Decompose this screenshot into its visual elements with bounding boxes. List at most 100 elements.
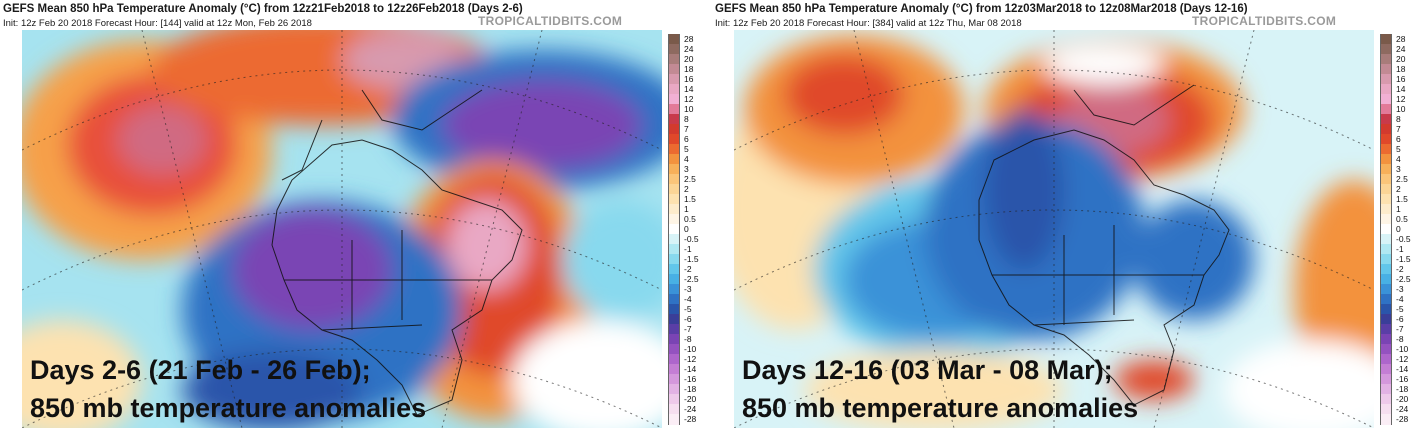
colorbar-swatch [668,264,680,275]
colorbar-swatch [1380,404,1392,415]
colorbar-tick-label: 6 [1396,133,1401,144]
colorbar-tick-label: -8 [684,333,692,344]
colorbar-tick-label: -3 [1396,283,1404,294]
colorbar-swatch [668,134,680,145]
colorbar-tick-label: 18 [684,63,694,74]
colorbar-swatch [668,214,680,225]
colorbar-swatch [1380,44,1392,55]
colorbar-tick-label: 7 [1396,123,1401,134]
colorbar-swatch [1380,144,1392,155]
colorbar-swatch [668,224,680,235]
colorbar-tick-label: -10 [684,343,697,354]
colorbar-tick-label: -20 [684,393,697,404]
colorbar-swatch [1380,194,1392,205]
colorbar-swatch [1380,374,1392,385]
colorbar-tick-label: 5 [1396,143,1401,154]
colorbar-swatch [1380,154,1392,165]
colorbar-swatch [668,174,680,185]
colorbar-tick-label: 2 [684,183,689,194]
overlay-caption-variable: 850 mb temperature anomalies [30,393,427,423]
colorbar-tick-label: 10 [1396,103,1406,114]
left-panel: GEFS Mean 850 hPa Temperature Anomaly (°… [0,0,700,442]
panel-title: GEFS Mean 850 hPa Temperature Anomaly (°… [715,3,1248,15]
colorbar-tick-label: -12 [684,353,697,364]
overlay-caption-variable: 850 mb temperature anomalies [742,393,1139,423]
colorbar-swatch [668,184,680,195]
anomaly-map-graphic [22,30,662,428]
colorbar-swatch [1380,274,1392,285]
colorbar-tick-label: 16 [684,73,694,84]
colorbar-swatch [668,104,680,115]
colorbar-tick-label: 4 [684,153,689,164]
colorbar-tick-label: -6 [684,313,692,324]
colorbar-swatch [668,344,680,355]
colorbar-swatch [668,54,680,65]
colorbar-tick-label: 6 [684,133,689,144]
colorbar-tick-label: -1.5 [1396,253,1411,264]
colorbar-tick-label: 28 [684,33,694,44]
colorbar-tick-label: 2.5 [684,173,696,184]
colorbar-swatch [668,414,680,425]
colorbar-swatch [1380,294,1392,305]
colorbar-tick-label: -1 [1396,243,1404,254]
colorbar-tick-label: 7 [684,123,689,134]
colorbar-tick-label: -7 [684,323,692,334]
colorbar-tick-label: 20 [684,53,694,64]
colorbar-tick-label: 2 [1396,183,1401,194]
colorbar-swatch [1380,414,1392,425]
colorbar-swatch [1380,114,1392,125]
colorbar-tick-label: -28 [684,413,697,424]
colorbar-tick-label: -14 [1396,363,1409,374]
colorbar-swatch [668,34,680,45]
colorbar-tick-label: -20 [1396,393,1409,404]
colorbar-tick-label: 12 [1396,93,1406,104]
colorbar-swatch [1380,64,1392,75]
colorbar-swatch [668,374,680,385]
panel-init-info: Init: 12z Feb 20 2018 Forecast Hour: [14… [3,18,312,29]
colorbar-tick-label: 0.5 [684,213,696,224]
colorbar-swatch [1380,284,1392,295]
colorbar-tick-label: -1.5 [684,253,699,264]
anomaly-map-graphic [734,30,1374,428]
colorbar-tick-label: 10 [684,103,694,114]
colorbar-swatch [1380,324,1392,335]
colorbar-tick-label: -28 [1396,413,1409,424]
colorbar-tick-label: 1 [1396,203,1401,214]
panel-title: GEFS Mean 850 hPa Temperature Anomaly (°… [3,3,523,15]
colorbar-swatch [1380,364,1392,375]
colorbar-swatch [668,164,680,175]
colorbar-swatch [668,204,680,215]
colorbar-tick-label: -16 [1396,373,1409,384]
colorbar-swatch [668,354,680,365]
colorbar-tick-label: 28 [1396,33,1406,44]
colorbar-swatch [1380,34,1392,45]
colorbar-tick-label: -1 [684,243,692,254]
colorbar-swatch [668,384,680,395]
colorbar-swatch [1380,124,1392,135]
colorbar-swatch [668,84,680,95]
colorbar-tick-label: -24 [1396,403,1409,414]
colorbar-tick-label: -6 [1396,313,1404,324]
colorbar-tick-label: 2.5 [1396,173,1408,184]
colorbar-tick-label: 24 [1396,43,1406,54]
colorbar-swatch [1380,104,1392,115]
colorbar-swatch [1380,224,1392,235]
colorbar-swatch [1380,214,1392,225]
colorbar-tick-label: -4 [1396,293,1404,304]
brand-watermark: TROPICALTIDBITS.COM [478,14,623,28]
colorbar-swatch [1380,174,1392,185]
colorbar-tick-label: -18 [1396,383,1409,394]
colorbar-swatch [1380,334,1392,345]
colorbar-swatch [1380,184,1392,195]
colorbar-swatch [668,294,680,305]
colorbar-tick-label: -24 [684,403,697,414]
anomaly-map: Days 12-16 (03 Mar - 08 Mar); 850 mb tem… [734,30,1374,428]
colorbar-swatch [1380,264,1392,275]
colorbar-tick-label: 14 [1396,83,1406,94]
colorbar-tick-label: -10 [1396,343,1409,354]
colorbar-tick-label: -8 [1396,333,1404,344]
colorbar-tick-label: 1.5 [684,193,696,204]
colorbar-legend: 28 24 20 18 16 14 12 10 8 7 6 5 4 3 2.5 2 1.5 1 0.5 0 -0.5 -1… [1380,34,1411,425]
right-panel: GEFS Mean 850 hPa Temperature Anomaly (°… [712,0,1412,442]
colorbar-swatch [668,64,680,75]
